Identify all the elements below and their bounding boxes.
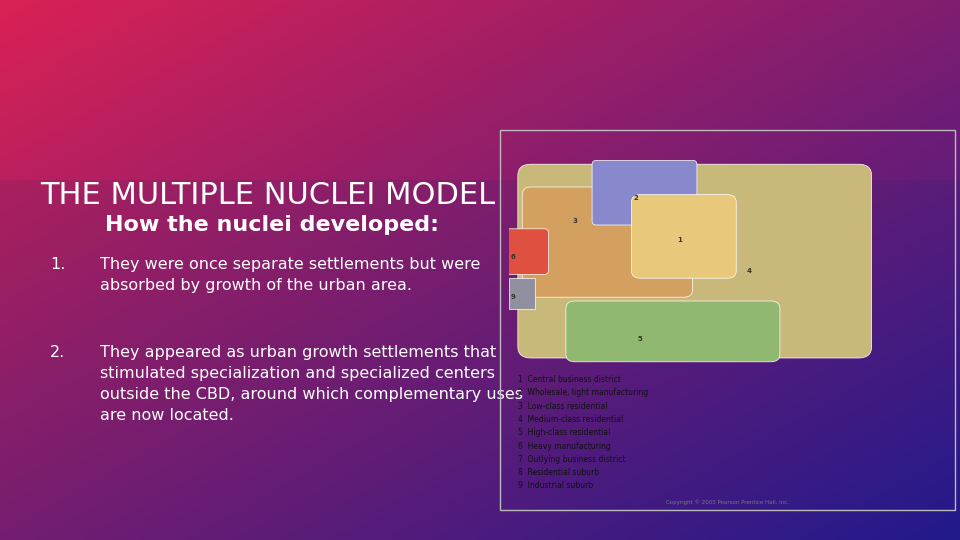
Text: They appeared as urban growth settlements that
stimulated specialization and spe: They appeared as urban growth settlement… xyxy=(100,345,523,423)
Text: 4  Medium-class residential: 4 Medium-class residential xyxy=(518,415,623,424)
Text: 3  Low-class residential: 3 Low-class residential xyxy=(518,402,608,411)
Text: 6  Heavy manufacturing: 6 Heavy manufacturing xyxy=(518,442,612,450)
Text: 1  Central business district: 1 Central business district xyxy=(518,375,621,384)
Text: 9  Industrial suburb: 9 Industrial suburb xyxy=(518,482,593,490)
Text: 2  Wholesale, light manufacturing: 2 Wholesale, light manufacturing xyxy=(518,388,648,397)
Text: 8  Residential suburb: 8 Residential suburb xyxy=(518,468,599,477)
Text: 7  Outlying business district: 7 Outlying business district xyxy=(518,455,626,464)
Text: 5  High-class residential: 5 High-class residential xyxy=(518,428,611,437)
Text: Copyright © 2005 Pearson Prentice Hall, Inc.: Copyright © 2005 Pearson Prentice Hall, … xyxy=(666,500,789,505)
Text: THE MULTIPLE NUCLEI MODEL: THE MULTIPLE NUCLEI MODEL xyxy=(40,181,495,210)
Text: 2.: 2. xyxy=(50,345,65,360)
Text: They were once separate settlements but were
absorbed by growth of the urban are: They were once separate settlements but … xyxy=(100,257,480,293)
Text: 1.: 1. xyxy=(50,257,65,272)
Text: How the nuclei developed:: How the nuclei developed: xyxy=(105,215,439,235)
